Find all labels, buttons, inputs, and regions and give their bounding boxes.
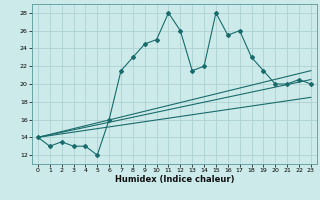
X-axis label: Humidex (Indice chaleur): Humidex (Indice chaleur) (115, 175, 234, 184)
